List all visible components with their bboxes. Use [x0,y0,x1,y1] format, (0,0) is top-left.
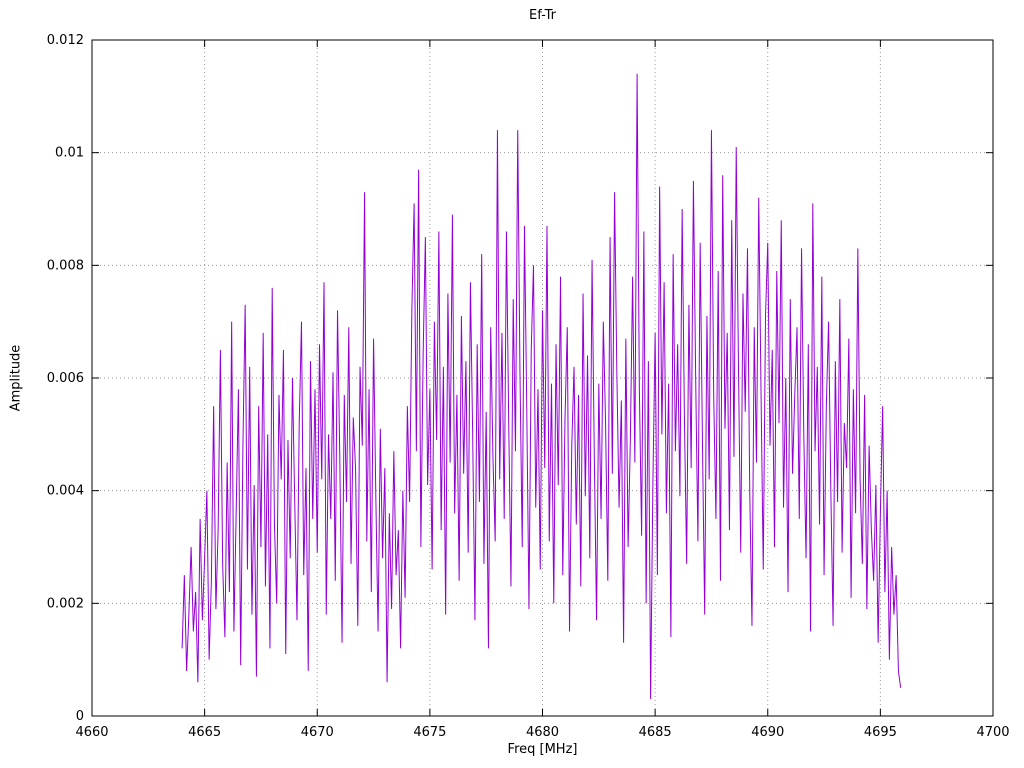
chart-title: Ef-Tr [529,8,556,23]
y-tick-label: 0.008 [47,258,84,273]
x-tick-label: 4665 [188,725,221,740]
x-tick-label: 4690 [751,725,784,740]
y-tick-label: 0.002 [47,596,84,611]
plot-border [91,39,994,717]
x-tick-label: 4700 [976,725,1009,740]
x-axis-label: Freq [MHz] [507,742,578,757]
y-tick-label: 0 [76,709,84,724]
x-tick-label: 4695 [864,725,897,740]
x-tick-label: 4685 [639,725,672,740]
y-tick-label: 0.006 [47,371,84,386]
x-tick-label: 4675 [413,725,446,740]
y-tick-label: 0.01 [55,146,84,161]
x-tick-label: 4670 [301,725,334,740]
x-tick-label: 4680 [526,725,559,740]
y-axis-label: Amplitude [8,344,24,412]
x-tick-label: 4660 [75,725,108,740]
y-tick-label: 0.004 [47,484,84,499]
spectrum-trace [181,73,902,700]
y-tick-label: 0.012 [47,33,84,48]
